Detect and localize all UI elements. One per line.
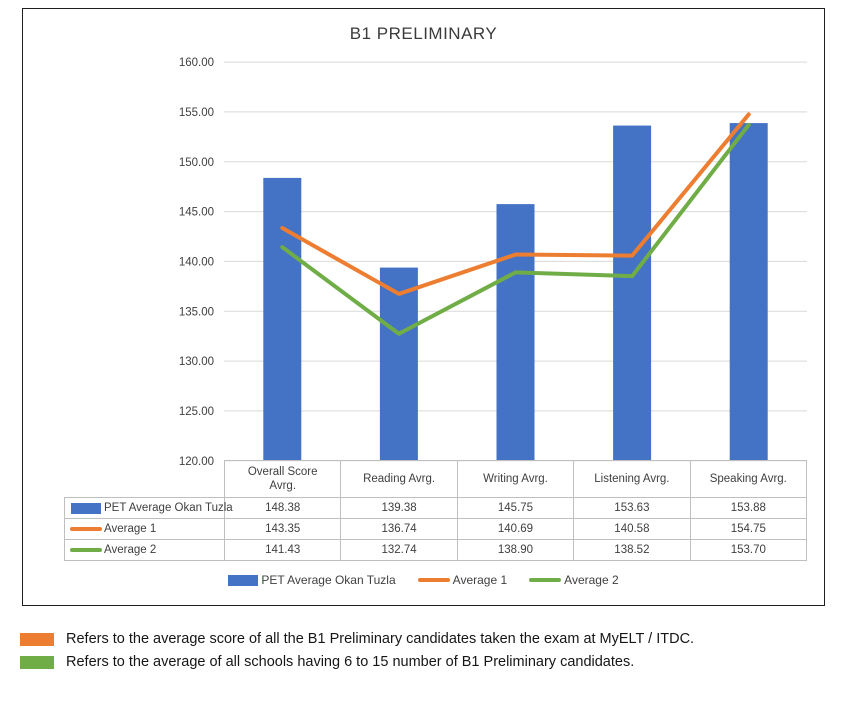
table-cell: 138.52 (574, 540, 691, 561)
legend-item: Average 1 (417, 573, 508, 587)
bar-series-key-icon (228, 574, 259, 586)
y-axis-tick-label: 150.00 (179, 157, 214, 169)
bar-speaking-avrg (729, 123, 768, 461)
table-cell: 141.43 (225, 540, 342, 561)
table-cell: 143.35 (225, 519, 342, 540)
table-cell: 140.69 (457, 519, 575, 540)
line-series-key-icon (70, 527, 102, 531)
table-row-label: Average 2 (65, 540, 225, 561)
column-header: Reading Avrg. (341, 461, 458, 497)
bar-listening-avrg (613, 125, 652, 461)
data-table: PET Average Okan Tuzla 148.38 139.38 145… (64, 497, 807, 561)
legend-key-box (68, 548, 104, 552)
green-swatch-icon (20, 655, 54, 669)
legend-item: PET Average Okan Tuzla (228, 573, 396, 587)
line-series-key-icon (70, 548, 102, 552)
bar-reading-avrg (379, 267, 418, 461)
series-name: Average 2 (104, 544, 157, 556)
legend-key-box (68, 527, 104, 531)
table-cell: 132.74 (341, 540, 458, 561)
column-header: Speaking Avrg. (691, 461, 807, 497)
y-axis-tick-label: 155.00 (179, 107, 214, 119)
series-name: PET Average Okan Tuzla (104, 502, 233, 514)
table-cell: 154.75 (690, 519, 807, 540)
table-cell: 136.74 (341, 519, 458, 540)
y-axis-tick-label: 120.00 (179, 456, 214, 468)
legend-label: PET Average Okan Tuzla (261, 573, 396, 587)
y-axis-tick-label: 130.00 (179, 356, 214, 368)
data-table-header: Overall Score Avrg. Reading Avrg. Writin… (224, 460, 807, 497)
footnotes: Refers to the average score of all the B… (20, 631, 694, 670)
table-cell: 139.38 (341, 498, 458, 519)
footnote-text: Refers to the average score of all the B… (66, 631, 695, 647)
footnote-average-1: Refers to the average score of all the B… (20, 631, 694, 647)
legend-label: Average 2 (564, 573, 619, 587)
table-row-label: Average 1 (65, 519, 225, 540)
line-average-1 (280, 112, 751, 296)
footnote-text: Refers to the average of all schools hav… (66, 654, 635, 670)
table-cell: 138.90 (457, 540, 575, 561)
column-header: Listening Avrg. (574, 461, 691, 497)
column-header: Writing Avrg. (458, 461, 575, 497)
table-row-label: PET Average Okan Tuzla (65, 498, 233, 519)
footnote-average-2: Refers to the average of all schools hav… (20, 654, 694, 670)
table-cell: 153.88 (690, 498, 807, 519)
table-cell: 145.75 (457, 498, 575, 519)
line-average-2 (280, 122, 751, 336)
table-cell: 153.70 (690, 540, 807, 561)
line-series-key-icon (417, 578, 450, 582)
table-cell: 148.38 (225, 498, 342, 519)
y-axis-tick-label: 160.00 (179, 57, 214, 69)
legend-key-box (68, 502, 104, 514)
table-cell: 140.58 (574, 519, 691, 540)
legend-item: Average 2 (529, 573, 619, 587)
column-header: Overall Score Avrg. (225, 461, 342, 497)
y-axis-tick-label: 140.00 (179, 256, 214, 268)
line-series-key-icon (529, 578, 562, 582)
series-name: Average 1 (104, 523, 157, 535)
chart-legend: PET Average Okan Tuzla Average 1 Average… (23, 573, 824, 587)
bar-series-key-icon (71, 502, 101, 514)
legend-label: Average 1 (452, 573, 508, 587)
y-axis-tick-label: 145.00 (179, 207, 214, 219)
chart-frame: B1 PRELIMINARY 120.00 125.00 130.00 135.00 1… (22, 8, 825, 606)
bar-writing-avrg (496, 204, 535, 461)
bar-overall-score-avrg (263, 177, 302, 461)
plot-area: 120.00 125.00 130.00 135.00 140.00 145.00 150.… (179, 57, 807, 468)
chart-title: B1 PRELIMINARY (349, 24, 498, 43)
y-axis-tick-label: 125.00 (179, 406, 214, 418)
y-axis-tick-label: 135.00 (179, 306, 214, 318)
orange-swatch-icon (20, 632, 54, 646)
table-cell: 153.63 (574, 498, 691, 519)
